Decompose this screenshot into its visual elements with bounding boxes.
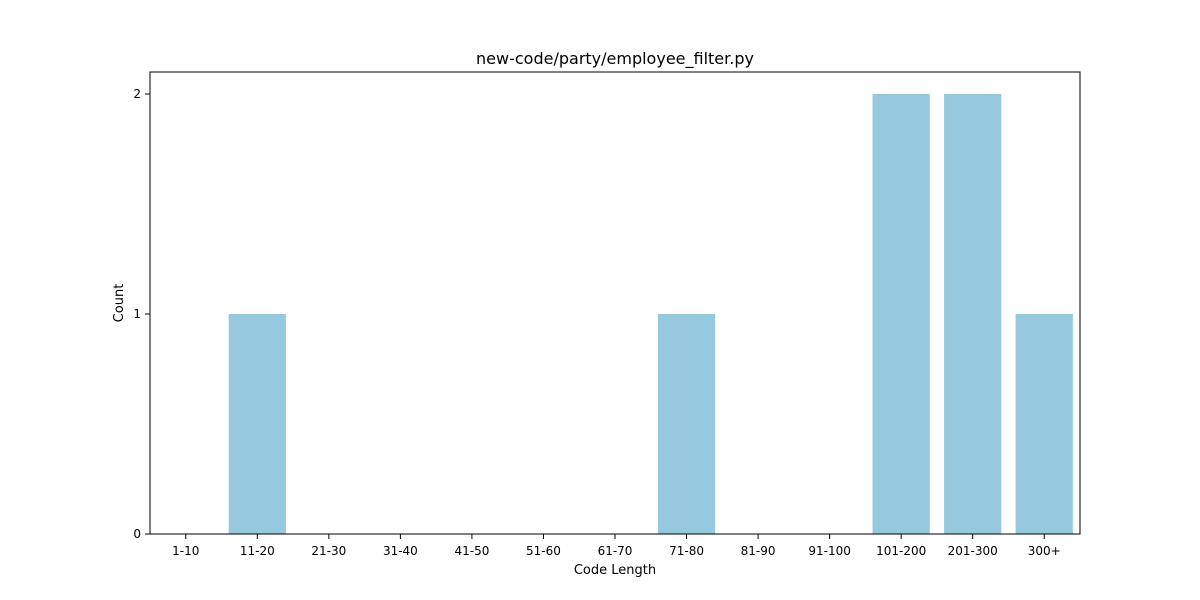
x-tick-label: 41-50	[454, 544, 489, 558]
bars-layer	[228, 94, 1073, 534]
y-tick-label: 2	[133, 87, 141, 101]
x-tick-label: 11-20	[240, 544, 275, 558]
x-axis-label: Code Length	[574, 563, 656, 578]
bar-71-80	[657, 314, 716, 534]
x-tick-label: 1-10	[172, 544, 199, 558]
x-tick-label: 51-60	[526, 544, 561, 558]
x-axis: 1-10 11-20 21-30 31-40 41-50 51-60 61-70 71-80 8…	[172, 534, 1061, 558]
bar-300+	[1015, 314, 1073, 534]
y-tick-label: 0	[133, 527, 141, 541]
y-axis: 0 1 2	[133, 87, 150, 541]
bar-101-200	[872, 94, 930, 534]
x-tick-label: 300+	[1028, 544, 1061, 558]
bar-201-300	[944, 94, 1002, 534]
x-tick-label: 31-40	[383, 544, 418, 558]
x-tick-label: 81-90	[741, 544, 776, 558]
y-tick-label: 1	[133, 307, 141, 321]
y-axis-label: Count	[112, 284, 127, 323]
x-tick-label: 201-300	[948, 544, 998, 558]
x-tick-label: 101-200	[876, 544, 926, 558]
x-tick-label: 61-70	[598, 544, 633, 558]
x-tick-label: 91-100	[808, 544, 851, 558]
x-tick-label: 21-30	[311, 544, 346, 558]
plot-frame	[149, 71, 1081, 535]
bar-11-20	[228, 314, 286, 534]
x-tick-label: 71-80	[669, 544, 704, 558]
chart-title: new-code/party/employee_filter.py	[476, 49, 754, 69]
